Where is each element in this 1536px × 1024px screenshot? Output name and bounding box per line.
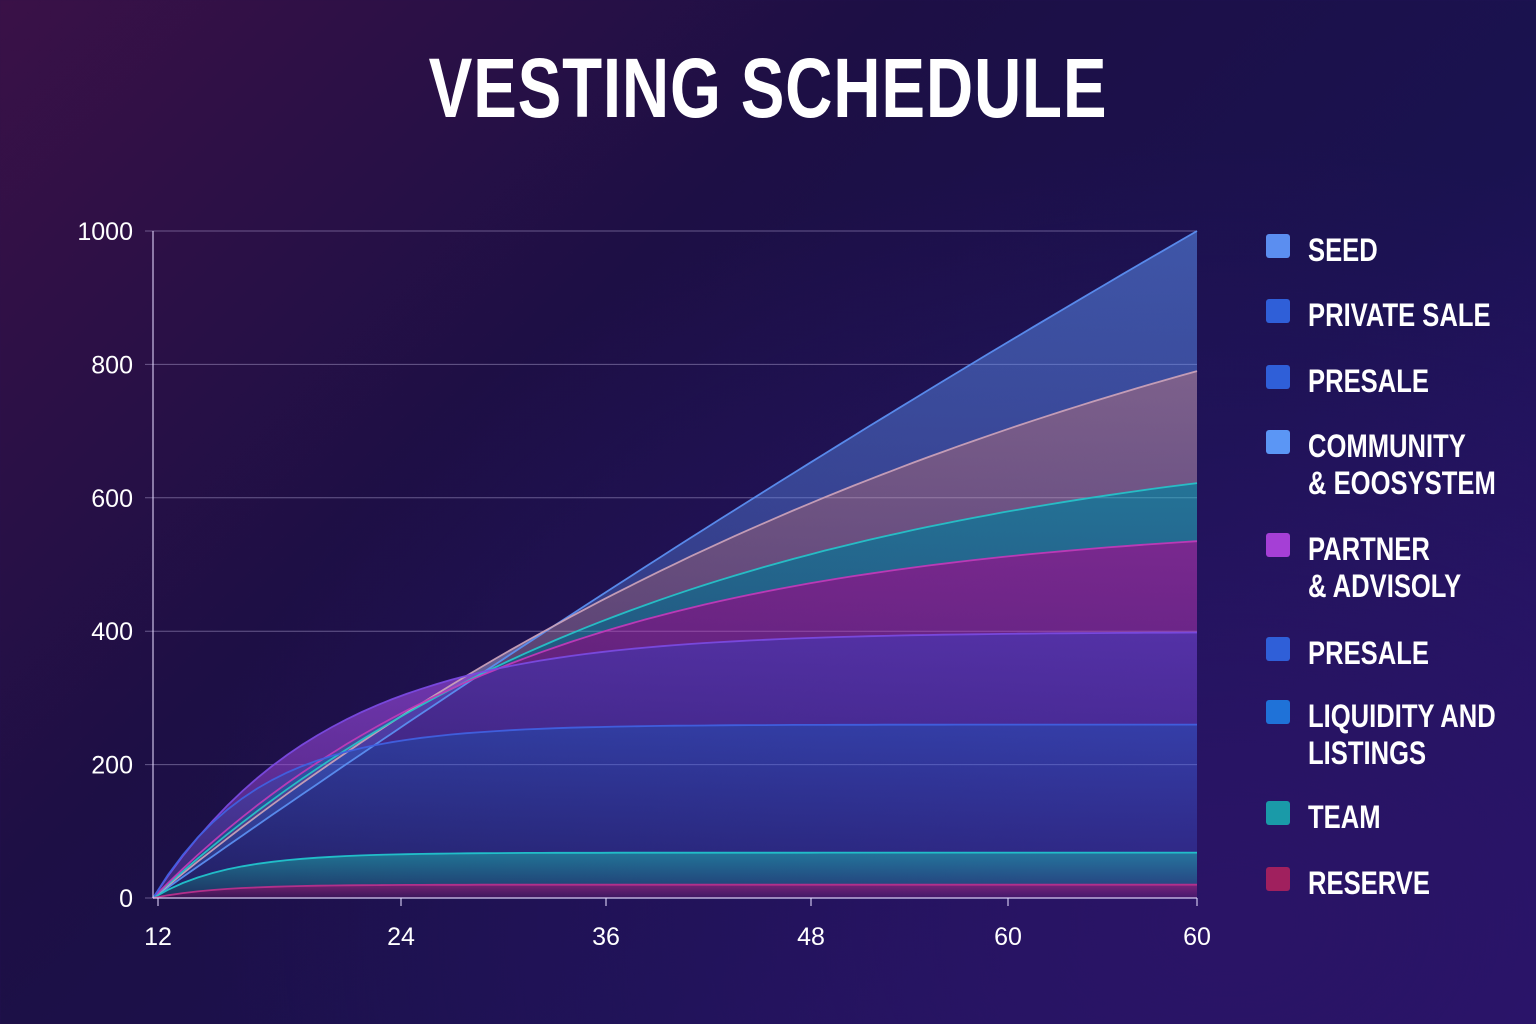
area-band-community-ecosystem (153, 483, 1197, 898)
legend-label: RESERVE (1308, 865, 1430, 901)
x-tick-label: 48 (797, 923, 825, 951)
x-tick-label: 60 (994, 923, 1022, 951)
legend-item-presale: PRESALE (1266, 363, 1536, 400)
y-tick-label: 0 (119, 885, 133, 913)
area-band-partner-advisory (153, 541, 1197, 898)
chart-title: VESTING SCHEDULE (428, 41, 1108, 135)
legend-item-private-sale: PRIVATE SALE (1266, 297, 1536, 334)
legend-item-community-ecosystem: COMMUNITY & EOOSYSTEM (1266, 428, 1536, 502)
legend-swatch (1266, 299, 1290, 323)
y-tick-label: 800 (91, 351, 133, 379)
area-band-reserve (153, 884, 1197, 898)
series-line-seed (152, 230, 1198, 899)
legend-swatch (1266, 430, 1290, 454)
legend-swatch (1266, 801, 1290, 825)
legend-label: PARTNER & ADVISOLY (1308, 531, 1462, 604)
legend-swatch (1266, 234, 1290, 258)
area-layer (152, 230, 1198, 899)
legend-label: LIQUIDITY AND LISTINGS (1308, 698, 1496, 771)
series-line-reserve (152, 883, 1197, 899)
area-band-liquidity-and-listings (153, 724, 1197, 898)
legend-item-seed: SEED (1266, 232, 1536, 269)
series-line-team (152, 851, 1197, 899)
series-line-presale (152, 631, 1198, 899)
legend-label: PRIVATE SALE (1308, 297, 1491, 333)
series-line-community-ecosystem (152, 482, 1198, 899)
area-band-team (153, 852, 1197, 898)
y-tick-label: 400 (91, 618, 133, 646)
legend-swatch (1266, 867, 1290, 891)
area-band-seed (153, 231, 1197, 898)
legend-label: COMMUNITY & EOOSYSTEM (1308, 428, 1496, 501)
legend-swatch (1266, 700, 1290, 724)
x-tick-label: 60 (1183, 923, 1211, 951)
legend-item-liquidity-listings: LIQUIDITY AND LISTINGS (1266, 698, 1536, 772)
x-tick-label: 36 (592, 923, 620, 951)
y-tick-label: 1000 (77, 218, 133, 246)
x-tick-label: 24 (387, 923, 415, 951)
legend-label: PRESALE (1308, 635, 1429, 671)
y-tick-label: 200 (91, 752, 133, 780)
area-band-presale (153, 632, 1197, 898)
legend-swatch (1266, 637, 1290, 661)
legend-item-partner-advisory: PARTNER & ADVISOLY (1266, 531, 1536, 605)
legend-item-team: TEAM (1266, 799, 1536, 836)
area-band-private-sale (153, 371, 1197, 899)
legend-label: SEED (1308, 232, 1378, 268)
legend-item-presale-2: PRESALE (1266, 635, 1536, 672)
legend-item-reserve: RESERVE (1266, 865, 1536, 902)
legend-label: TEAM (1308, 799, 1381, 835)
series-line-partner-advisory (152, 540, 1198, 899)
series-line-liquidity-and-listings (152, 723, 1197, 899)
y-tick-label: 600 (91, 485, 133, 513)
legend-label: PRESALE (1308, 363, 1429, 399)
legend-swatch (1266, 365, 1290, 389)
axis-layer: 1000 800 600 400 200 0 12 24 36 48 60 60 (77, 218, 1211, 951)
legend-swatch (1266, 533, 1290, 557)
x-tick-label: 12 (144, 923, 172, 951)
series-line-private-sale (152, 370, 1198, 899)
